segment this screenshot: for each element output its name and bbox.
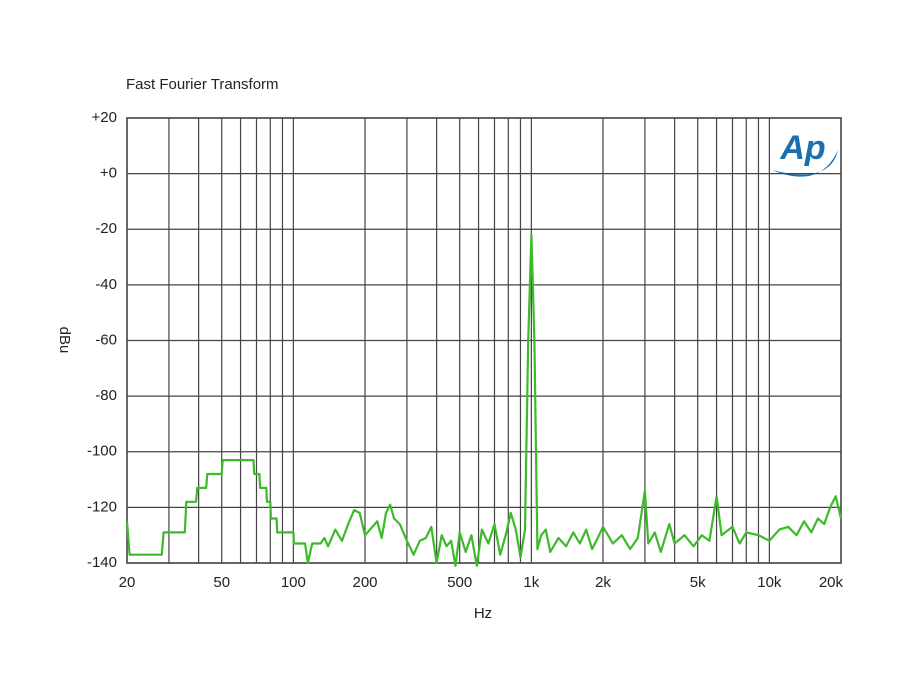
y-tick-label: -20: [95, 220, 117, 237]
y-tick-label: -40: [95, 276, 117, 293]
x-tick-label: 10k: [757, 574, 782, 591]
x-tick-label: 100: [281, 574, 306, 591]
x-tick-label: 5k: [690, 574, 706, 591]
x-tick-label: 2k: [595, 574, 611, 591]
x-tick-label: 20k: [819, 574, 844, 591]
y-tick-label: -140: [87, 554, 117, 571]
y-tick-label: -60: [95, 331, 117, 348]
x-tick-label: 200: [352, 574, 377, 591]
y-tick-label: -100: [87, 443, 117, 460]
x-tick-label: 20: [119, 574, 136, 591]
x-tick-label: 50: [213, 574, 230, 591]
y-tick-label: -120: [87, 498, 117, 515]
x-tick-label: 500: [447, 574, 472, 591]
x-axis-label: Hz: [474, 605, 492, 622]
y-tick-label: +20: [92, 109, 117, 126]
logo: Ap: [779, 129, 825, 167]
y-tick-label: -80: [95, 387, 117, 404]
y-tick-label: +0: [100, 165, 117, 182]
plot-frame: [126, 117, 842, 564]
chart-title: Fast Fourier Transform: [126, 76, 279, 93]
x-tick-label: 1k: [523, 574, 539, 591]
data-line: [125, 233, 843, 567]
y-axis-label: dBu: [56, 327, 73, 354]
